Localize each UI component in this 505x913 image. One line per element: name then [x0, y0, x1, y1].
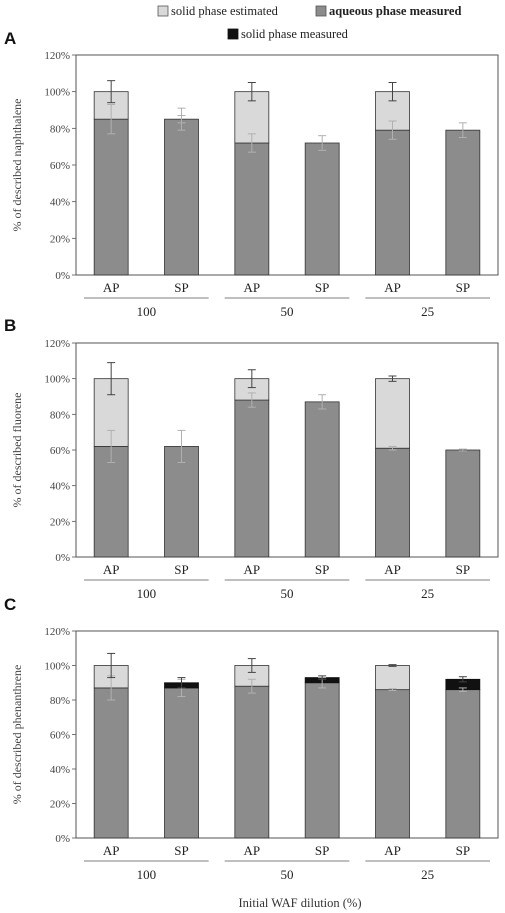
bar-aqueous	[164, 446, 199, 558]
y-tick-label: 40%	[50, 764, 70, 776]
x-group-label: 50	[281, 867, 294, 882]
legend-label-aqueous: aqueous phase measured	[329, 4, 461, 18]
bar-aqueous	[93, 446, 129, 558]
x-axis-title: Initial WAF dilution (%)	[238, 896, 361, 910]
y-tick-label: 40%	[50, 481, 70, 493]
panel-a: A % of described naphthalene 0% 20% 40% 60% 80…	[4, 29, 499, 319]
x-group-label: 25	[421, 586, 434, 601]
y-tick-label: 20%	[50, 233, 70, 245]
panel-letter: C	[4, 595, 16, 614]
bar-aqueous	[445, 449, 481, 558]
legend-label-solid: solid phase measured	[241, 27, 349, 41]
y-tick-label: 120%	[44, 626, 70, 638]
x-group-label: 100	[137, 304, 157, 319]
panel-c: C % of described phenanthrene 0% 20% 40% 60% 8…	[4, 595, 499, 882]
bar-aqueous	[164, 118, 199, 276]
x-tick-label: SP	[315, 562, 329, 577]
legend: solid phase estimated aqueous phase meas…	[157, 4, 461, 41]
bar-solid-estimated	[375, 378, 410, 449]
x-tick-label: AP	[244, 280, 261, 295]
y-tick-label: 60%	[50, 160, 70, 172]
bar-aqueous	[93, 687, 129, 839]
legend-swatch-aqueous	[315, 5, 327, 17]
legend-swatch-estimated	[157, 5, 169, 17]
x-tick-label: SP	[315, 843, 329, 858]
y-tick-label: 60%	[50, 445, 70, 457]
bar-aqueous	[304, 682, 340, 839]
y-tick-label: 0%	[55, 270, 70, 282]
bar-aqueous	[234, 685, 270, 839]
x-group-label: 100	[137, 586, 157, 601]
x-group-label: 50	[281, 586, 294, 601]
bar-aqueous	[375, 447, 410, 558]
y-tick-label: 100%	[44, 661, 70, 673]
y-tick-label: 100%	[44, 374, 70, 386]
bar-aqueous	[234, 142, 270, 276]
y-tick-label: 20%	[50, 799, 70, 811]
x-group-label: 50	[281, 304, 294, 319]
bar-aqueous	[375, 689, 410, 839]
bar-aqueous	[234, 399, 270, 558]
y-tick-label: 80%	[50, 695, 70, 707]
plot-area	[75, 54, 499, 276]
x-tick-label: AP	[384, 562, 401, 577]
x-tick-label: SP	[174, 280, 188, 295]
x-tick-label: SP	[456, 280, 470, 295]
x-tick-label: SP	[456, 843, 470, 858]
y-tick-label: 60%	[50, 730, 70, 742]
y-tick-label: 120%	[44, 338, 70, 350]
y-axis-label: % of described naphthalene	[10, 99, 24, 232]
legend-label-estimated: solid phase estimated	[171, 4, 279, 18]
x-tick-label: AP	[103, 280, 120, 295]
bar-solid-estimated	[375, 665, 410, 691]
x-group-label: 25	[421, 867, 434, 882]
x-group-label: 25	[421, 304, 434, 319]
plot-area	[75, 630, 499, 839]
y-tick-label: 120%	[44, 50, 70, 62]
bar-aqueous	[375, 129, 410, 276]
x-group-label: 100	[137, 867, 157, 882]
legend-swatch-solid	[227, 28, 239, 40]
y-tick-label: 20%	[50, 516, 70, 528]
bar-aqueous	[164, 687, 199, 839]
bar-aqueous	[304, 142, 340, 276]
bar-aqueous	[304, 401, 340, 558]
x-tick-label: SP	[315, 280, 329, 295]
y-tick-label: 0%	[55, 833, 70, 845]
y-tick-label: 0%	[55, 552, 70, 564]
plot-area	[75, 342, 499, 558]
x-tick-label: AP	[244, 843, 261, 858]
x-tick-label: AP	[103, 562, 120, 577]
x-tick-label: SP	[174, 843, 188, 858]
y-axis-label: % of described fluorene	[10, 393, 24, 508]
x-tick-label: SP	[174, 562, 188, 577]
x-tick-label: AP	[103, 843, 120, 858]
y-tick-label: 40%	[50, 197, 70, 209]
y-tick-label: 80%	[50, 409, 70, 421]
x-tick-label: SP	[456, 562, 470, 577]
y-tick-label: 100%	[44, 87, 70, 99]
x-tick-label: AP	[384, 843, 401, 858]
y-tick-label: 80%	[50, 123, 70, 135]
bar-aqueous	[445, 129, 481, 276]
x-tick-label: AP	[384, 280, 401, 295]
panel-letter: B	[4, 316, 16, 335]
x-tick-label: AP	[244, 562, 261, 577]
bar-aqueous	[93, 118, 129, 276]
panel-letter: A	[4, 29, 16, 48]
panel-b: B % of described fluorene 0% 20% 40% 60% 80% 10…	[4, 316, 499, 601]
bar-aqueous	[445, 689, 481, 839]
y-axis-label: % of described phenanthrene	[10, 665, 24, 805]
